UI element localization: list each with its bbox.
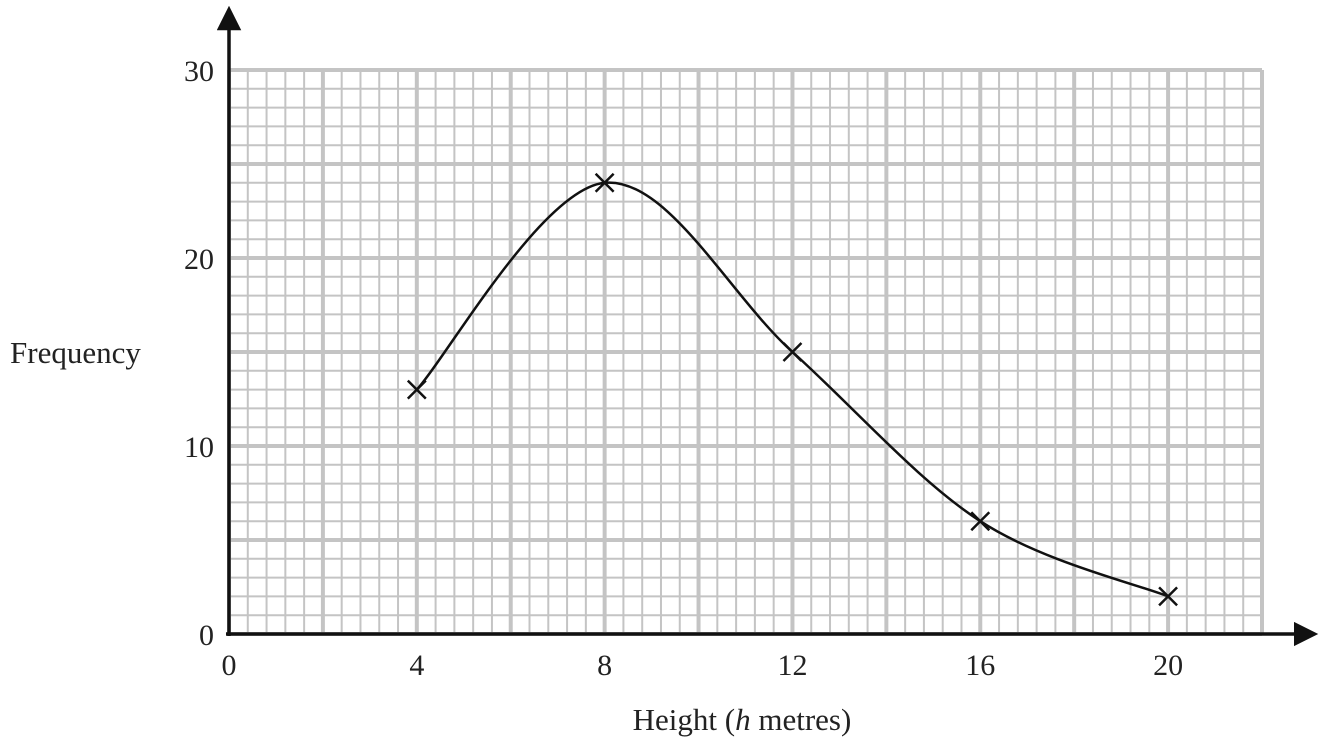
frequency-curve — [415, 181, 1169, 598]
grid — [227, 68, 1264, 636]
x-tick-label: 16 — [965, 649, 995, 682]
y-tick-labels: 0 10 20 30 — [184, 55, 214, 652]
data-point-markers — [406, 172, 1178, 607]
x-tick-label: 0 — [222, 649, 237, 682]
x-tick-label: 4 — [409, 649, 424, 682]
data-point-cross — [1158, 586, 1178, 607]
x-axis-title: Height (h metres) — [633, 702, 852, 737]
y-tick-label: 20 — [184, 243, 214, 276]
y-tick-label: 10 — [184, 431, 214, 464]
data-point-cross — [594, 172, 615, 193]
y-tick-label: 30 — [184, 55, 214, 88]
x-axis-title-suffix: metres) — [751, 702, 852, 737]
data-point-cross — [406, 379, 427, 400]
axes — [216, 5, 1319, 647]
x-tick-label: 20 — [1153, 649, 1183, 682]
x-axis-title-prefix: Height ( — [633, 702, 735, 737]
y-axis-title: Frequency — [10, 335, 141, 370]
x-tick-label: 12 — [777, 649, 807, 682]
x-tick-labels: 0 4 8 12 16 20 — [222, 649, 1184, 682]
x-axis-title-variable: h — [735, 702, 751, 737]
y-tick-label: 0 — [199, 619, 214, 652]
data-point-cross — [782, 342, 803, 362]
x-tick-label: 8 — [597, 649, 612, 682]
data-point-cross — [970, 511, 991, 532]
